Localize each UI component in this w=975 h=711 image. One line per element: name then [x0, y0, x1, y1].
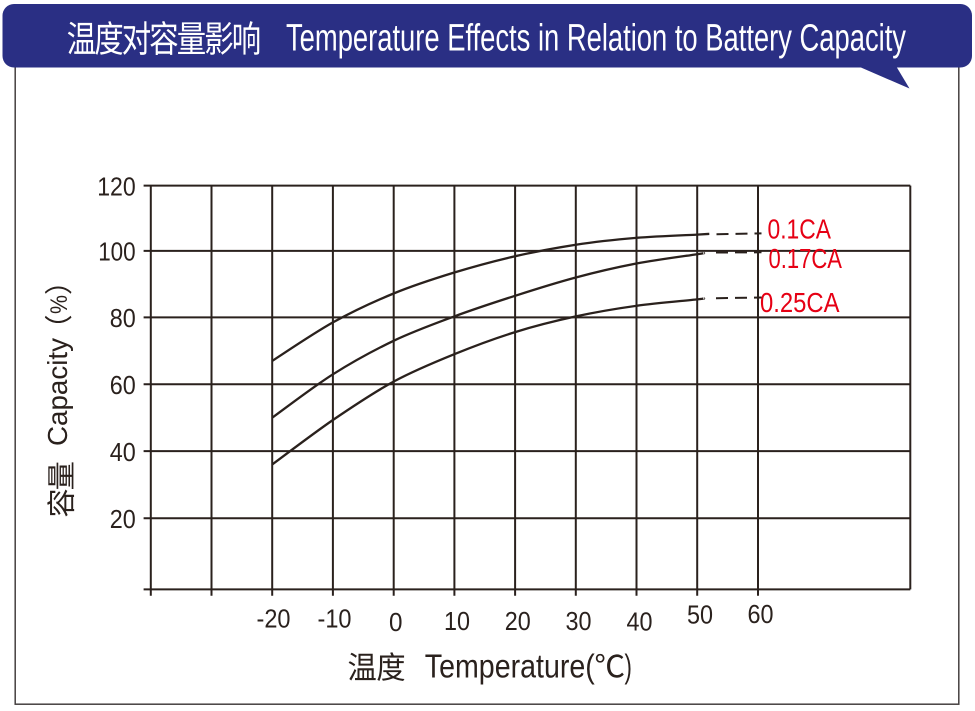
svg-text:20: 20: [505, 606, 531, 636]
svg-text:50: 50: [687, 600, 713, 630]
svg-text:0: 0: [389, 607, 403, 637]
svg-text:0.17CA: 0.17CA: [769, 243, 843, 274]
svg-text:-20: -20: [257, 604, 291, 634]
svg-text:100: 100: [98, 237, 136, 267]
svg-text:120: 120: [97, 171, 136, 201]
svg-text:40: 40: [627, 607, 653, 637]
svg-text:20: 20: [110, 504, 136, 534]
svg-text:Temperature Effects in Relatio: Temperature Effects in Relation to Batte…: [286, 17, 906, 59]
svg-text:Capacity: Capacity: [42, 338, 73, 446]
svg-text:0.1CA: 0.1CA: [768, 214, 832, 245]
svg-text:Temperature(: Temperature(: [425, 647, 595, 684]
svg-text:-10: -10: [318, 604, 352, 634]
svg-text:80: 80: [110, 303, 136, 333]
svg-text:%: %: [46, 295, 73, 314]
svg-text:60: 60: [110, 370, 136, 400]
svg-text:10: 10: [444, 606, 470, 636]
svg-text:0.25CA: 0.25CA: [760, 287, 840, 318]
svg-text:30: 30: [566, 606, 592, 636]
svg-text:40: 40: [110, 437, 136, 467]
svg-text:): ): [625, 647, 632, 684]
svg-text:60: 60: [748, 599, 774, 629]
